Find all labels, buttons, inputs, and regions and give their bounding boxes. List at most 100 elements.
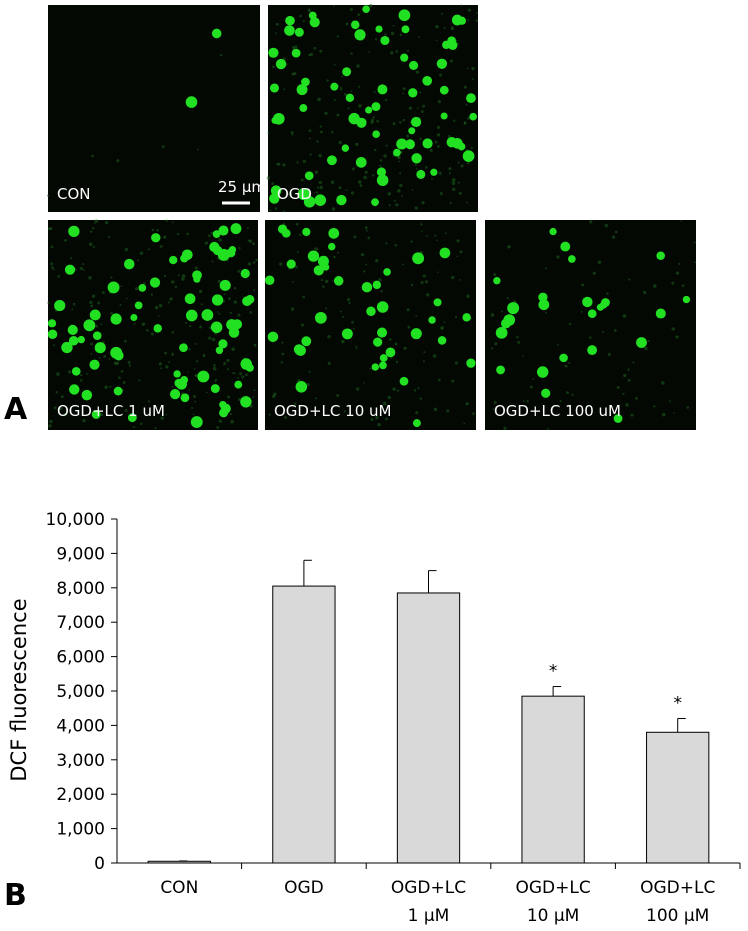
speckle [529, 385, 533, 389]
speckle [392, 387, 396, 391]
speckle [458, 191, 462, 195]
speckle [211, 260, 214, 263]
speckle [47, 301, 50, 305]
speckle [176, 232, 180, 236]
speckle [282, 163, 286, 167]
speckle [358, 85, 361, 88]
speckle [269, 209, 272, 212]
speckle [217, 280, 221, 284]
cell [228, 327, 240, 338]
cell [327, 155, 337, 166]
speckle [364, 226, 368, 230]
cell [245, 363, 254, 372]
speckle [140, 422, 143, 426]
y-tick-label: 8,000 [56, 579, 105, 599]
y-tick-label: 1,000 [56, 820, 105, 840]
cell [354, 29, 366, 41]
cell [601, 298, 610, 307]
image-label: OGD+LC 1 uM [57, 402, 165, 420]
cell [411, 153, 422, 164]
speckle [374, 38, 378, 41]
speckle [431, 178, 433, 180]
speckle [545, 267, 548, 270]
y-tick-label: 7,000 [56, 613, 105, 633]
cell [107, 281, 120, 294]
speckle [194, 368, 196, 370]
speckle [395, 203, 399, 207]
cell [587, 345, 598, 356]
speckle [383, 154, 387, 158]
speckle [385, 242, 388, 245]
speckle [91, 294, 96, 298]
speckle [249, 311, 253, 314]
speckle [104, 385, 108, 389]
speckle [212, 364, 216, 367]
speckle [356, 64, 360, 68]
speckle [556, 255, 560, 259]
speckle [465, 402, 469, 406]
speckle [661, 412, 666, 417]
speckle [467, 19, 470, 22]
speckle [252, 396, 255, 399]
speckle [437, 271, 439, 273]
speckle [422, 360, 425, 363]
speckle [77, 409, 80, 412]
speckle [308, 137, 311, 140]
speckle [460, 4, 463, 7]
speckle [377, 422, 381, 427]
speckle [274, 207, 278, 210]
speckle [299, 14, 302, 18]
cell [303, 196, 316, 208]
speckle [681, 284, 685, 287]
significance-label: * [549, 662, 558, 682]
speckle [104, 220, 109, 225]
speckle [436, 239, 438, 242]
cell [267, 331, 279, 343]
speckle [397, 189, 401, 193]
cell [269, 193, 280, 204]
cell [185, 309, 198, 322]
speckle [174, 285, 178, 289]
cell [439, 85, 449, 95]
speckle [425, 235, 428, 238]
cell [371, 198, 379, 207]
cell [355, 156, 367, 168]
speckle [120, 369, 124, 373]
speckle [433, 407, 438, 412]
speckle [369, 367, 372, 370]
speckle [331, 130, 334, 134]
speckle [302, 20, 305, 23]
speckle [418, 36, 421, 38]
speckle [187, 371, 189, 373]
speckle [56, 372, 60, 376]
speckle [146, 329, 149, 332]
cell [596, 303, 604, 311]
cell [655, 308, 666, 319]
cell [462, 150, 475, 162]
cell [314, 311, 327, 324]
speckle [414, 206, 418, 210]
cell [81, 389, 93, 401]
speckle [347, 107, 350, 110]
speckle [455, 39, 458, 42]
speckle [333, 5, 335, 7]
speckle [316, 186, 320, 189]
speckle [406, 134, 410, 138]
speckle [446, 409, 450, 413]
speckle [319, 49, 323, 53]
speckle [239, 372, 243, 376]
speckle [125, 297, 128, 300]
speckle [82, 418, 86, 423]
speckle [494, 342, 498, 346]
speckle [59, 406, 63, 411]
speckle [188, 348, 191, 351]
cell [230, 223, 242, 235]
speckle [388, 338, 392, 341]
speckle [597, 260, 602, 264]
speckle [581, 283, 585, 287]
speckle [434, 140, 438, 144]
speckle [308, 129, 312, 133]
speckle [564, 364, 568, 368]
speckle [194, 373, 199, 378]
cell [269, 83, 280, 93]
